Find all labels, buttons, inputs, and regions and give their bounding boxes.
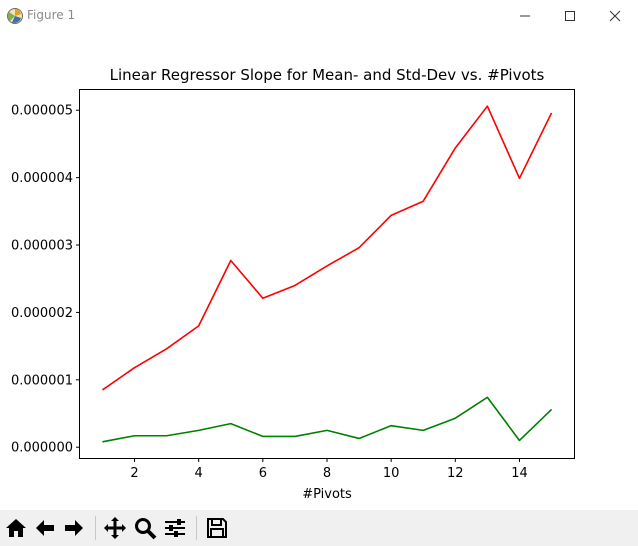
x-tick-label: 4 [195,466,203,481]
toolbar-separator [196,516,197,540]
y-tick-label: 0.000005 [11,104,73,119]
minimize-icon [520,15,530,17]
minimize-button[interactable] [502,0,548,32]
navigation-toolbar [0,510,638,546]
maximize-button[interactable] [547,0,593,32]
x-tick-label: 6 [259,466,267,481]
x-tick-label: 14 [511,466,528,481]
pan-icon [104,517,126,539]
x-tick-label: 12 [447,466,464,481]
zoom-icon [135,518,157,540]
x-tick-label: 2 [130,466,138,481]
series-line-1 [101,105,553,391]
zoom-button[interactable] [131,514,159,542]
y-tick-label: 0.000002 [11,306,73,321]
x-ticks: 2 4 6 8 10 12 14 [130,458,528,481]
maximize-icon [565,11,575,21]
window-titlebar: Figure 1 [0,0,638,32]
close-button[interactable] [592,0,638,32]
configure-subplots-icon [165,519,185,537]
save-button[interactable] [203,514,231,542]
series-layer [101,105,553,443]
configure-subplots-button[interactable] [161,514,189,542]
x-axis-label: #Pivots [302,487,352,502]
home-button[interactable] [2,514,30,542]
y-tick-label: 0.000003 [11,239,73,254]
app-icon [7,8,23,24]
toolbar-separator [95,516,96,540]
figure-canvas: Linear Regressor Slope for Mean- and Std… [0,32,638,510]
forward-arrow-icon [65,520,83,536]
close-icon [609,10,621,22]
forward-button[interactable] [60,514,88,542]
y-ticks: 0.000000 0.000001 0.000002 0.000003 0.000004… [11,104,80,456]
chart-title: Linear Regressor Slope for Mean- and Std… [110,66,545,84]
pan-button[interactable] [101,514,129,542]
back-arrow-icon [36,520,54,536]
series-line-2 [102,396,553,443]
y-tick-label: 0.000004 [11,171,73,186]
save-icon [207,518,227,538]
home-icon [6,519,26,537]
x-tick-label: 8 [323,466,331,481]
window-title: Figure 1 [27,8,76,22]
back-button[interactable] [31,514,59,542]
x-tick-label: 10 [383,466,400,481]
y-tick-label: 0.000001 [11,373,73,388]
y-tick-label: 0.000000 [11,441,73,456]
